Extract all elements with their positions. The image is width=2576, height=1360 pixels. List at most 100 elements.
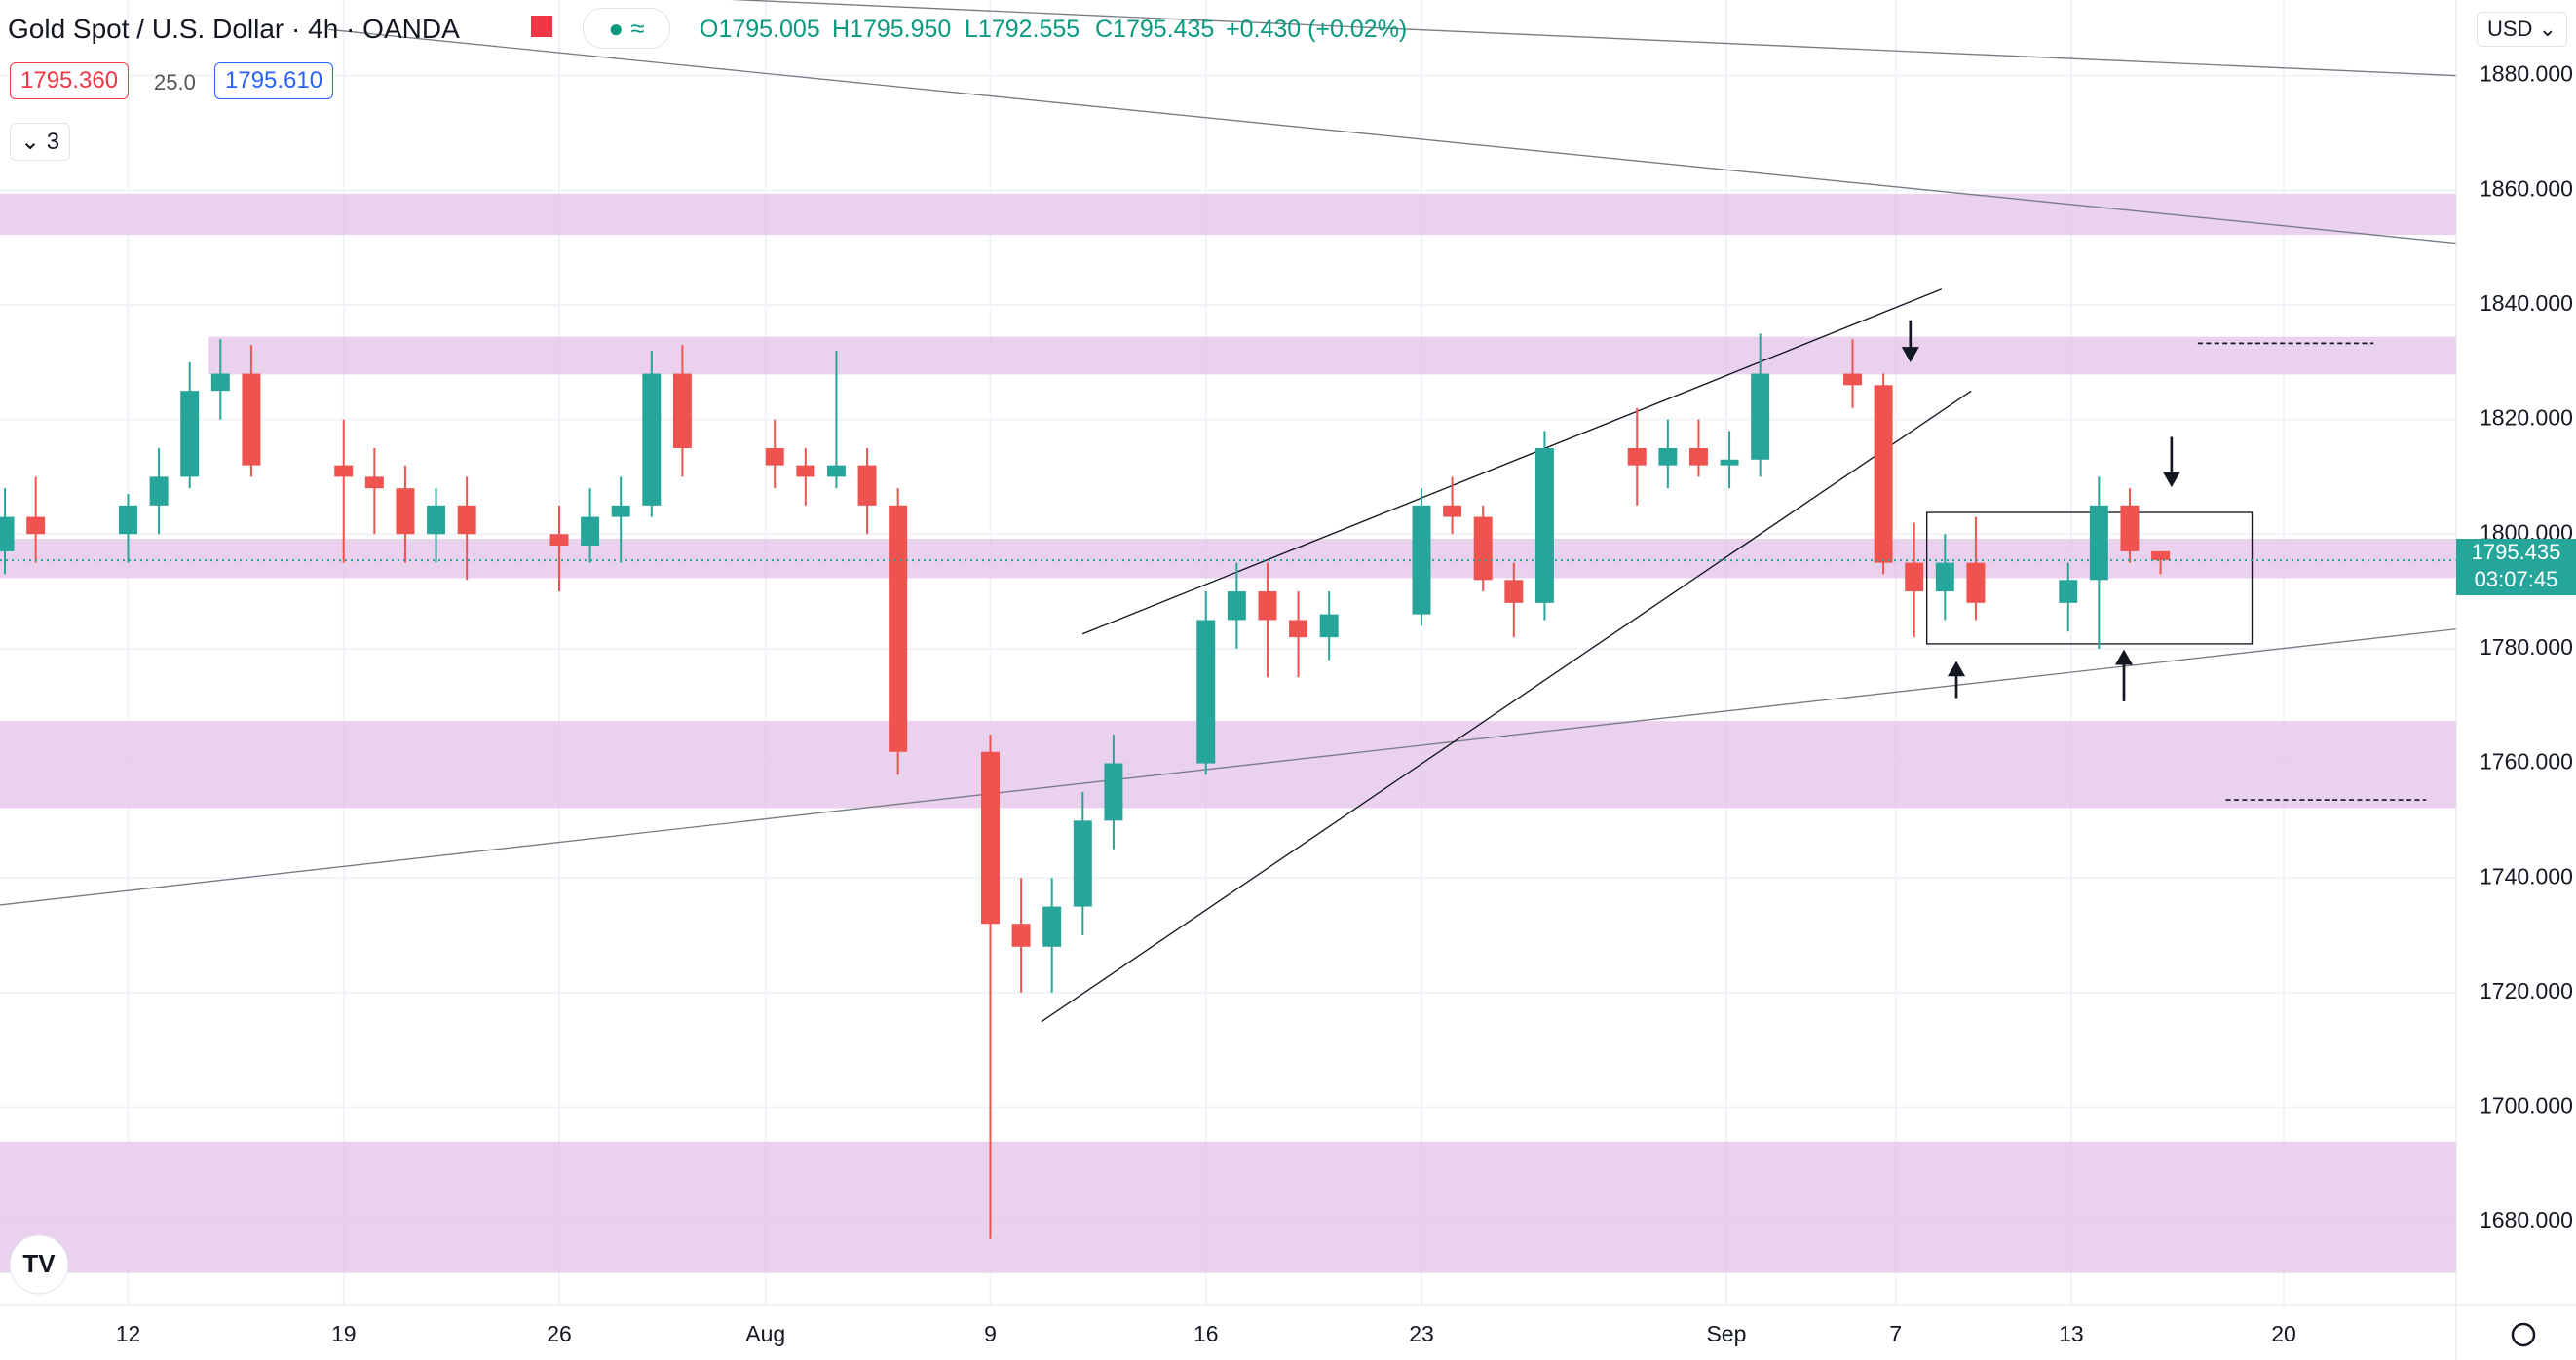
- low: L1792.555: [965, 16, 1080, 43]
- candle-body: [1627, 448, 1647, 466]
- candle-body: [765, 448, 784, 466]
- x-tick-label: Aug: [745, 1321, 785, 1346]
- candle-body: [1196, 620, 1216, 764]
- trend-line: [0, 628, 2456, 906]
- candle-body: [210, 373, 230, 392]
- candle-body: [1905, 562, 1924, 592]
- candle-body: [2059, 580, 2078, 603]
- close: C1795.435: [1095, 16, 1215, 43]
- indicator-toggle[interactable]: ⌄ 3: [10, 123, 71, 161]
- symbol-title: Gold Spot / U.S. Dollar · 4h · OANDA: [8, 14, 460, 44]
- zone: [208, 336, 2456, 375]
- interval: 4h: [308, 14, 339, 44]
- source: OANDA: [362, 14, 460, 44]
- price-axis: [2456, 0, 2576, 1360]
- candle-body: [0, 516, 15, 551]
- candle-body: [26, 516, 46, 535]
- x-tick-label: 7: [1889, 1321, 1902, 1346]
- x-tick-label: Sep: [1706, 1321, 1746, 1346]
- x-tick-label: 12: [116, 1321, 141, 1346]
- y-tick-label: 1860.000: [2480, 175, 2573, 201]
- y-tick-label: 1720.000: [2480, 978, 2573, 1003]
- candle-body: [180, 391, 200, 477]
- wedge-line: [1081, 288, 1943, 635]
- candle-body: [1843, 373, 1862, 386]
- candle-body: [796, 465, 815, 477]
- candle-body: [1104, 763, 1123, 821]
- candle-body: [1874, 385, 1893, 563]
- y-tick-label: 1880.000: [2480, 61, 2573, 87]
- candle-body: [149, 476, 169, 506]
- range-box: [1926, 511, 2254, 645]
- candles: [0, 333, 2456, 1239]
- sell-price[interactable]: 1795.360: [10, 62, 130, 99]
- axes: 1680.000 1700.000 1720.000 1740.000 1760.000…: [116, 61, 2573, 1346]
- last-price: 1795.435: [2471, 540, 2561, 565]
- x-tick-label: 9: [984, 1321, 997, 1346]
- candle-body: [1966, 562, 1986, 603]
- candle-body: [826, 465, 846, 477]
- trend-line: [729, 0, 2456, 77]
- open: O1795.005: [700, 16, 820, 43]
- candle-body: [1751, 373, 1770, 460]
- currency[interactable]: USD ⌄: [2477, 12, 2567, 47]
- y-tick-label: 1840.000: [2480, 290, 2573, 316]
- trend-line: [328, 28, 2456, 245]
- candle-body: [334, 465, 354, 477]
- flag[interactable]: [531, 16, 552, 37]
- zone: [0, 539, 2456, 579]
- indicator-count: 3: [46, 129, 60, 155]
- x-tick-label: 20: [2271, 1321, 2296, 1346]
- candle-body: [1258, 591, 1277, 621]
- currency-label: USD: [2487, 17, 2533, 41]
- zone: [0, 1141, 2456, 1273]
- candle-body: [981, 751, 1000, 925]
- settings-icon[interactable]: [2511, 1322, 2536, 1347]
- buy-price[interactable]: 1795.610: [214, 62, 334, 99]
- countdown: 03:07:45: [2474, 567, 2558, 592]
- candle-body: [427, 505, 446, 535]
- candle-body: [857, 465, 877, 506]
- candle-body: [581, 516, 600, 546]
- y-tick-label: 1680.000: [2480, 1207, 2573, 1232]
- y-tick-label: 1740.000: [2480, 863, 2573, 888]
- wedge-line: [1041, 390, 1972, 1023]
- candle-body: [364, 476, 384, 489]
- candle-body: [1227, 591, 1246, 621]
- candle-body: [611, 505, 630, 517]
- candle-body: [1658, 448, 1678, 466]
- y-tick-label: 1780.000: [2480, 634, 2573, 660]
- candle-body: [1443, 505, 1462, 517]
- y-tick-label: 1760.000: [2480, 749, 2573, 774]
- candle-body: [2151, 550, 2171, 561]
- spread: 25.0: [154, 70, 196, 94]
- candle-body: [1073, 820, 1092, 907]
- last-price-box: 1795.435 03:07:45: [2456, 539, 2576, 596]
- x-tick-label: 23: [1409, 1321, 1434, 1346]
- candle-body: [1042, 906, 1062, 947]
- candle-body: [457, 505, 476, 535]
- candle-body: [549, 534, 569, 546]
- candle-body: [1935, 562, 1954, 592]
- candle-body: [242, 373, 261, 466]
- y-tick-label: 1820.000: [2480, 405, 2573, 431]
- candle-body: [119, 505, 137, 535]
- change: +0.430 (+0.02%): [1226, 16, 1408, 43]
- candle-body: [672, 373, 692, 448]
- candle-body: [1473, 516, 1493, 581]
- x-tick-label: 13: [2059, 1321, 2084, 1346]
- arrows: [1901, 320, 2180, 701]
- x-tick-label: 19: [331, 1321, 357, 1346]
- zone: [0, 721, 2456, 809]
- x-tick-label: 26: [547, 1321, 572, 1346]
- candle-body: [1504, 580, 1524, 603]
- candle-body: [1534, 448, 1554, 603]
- candle-body: [2089, 505, 2108, 581]
- status[interactable]: ● ≈: [583, 8, 670, 49]
- candle-body: [1011, 924, 1031, 947]
- y-tick-label: 1700.000: [2480, 1093, 2573, 1118]
- candle-body: [1688, 448, 1708, 466]
- candle-body: [2120, 505, 2140, 551]
- x-tick-label: 16: [1193, 1321, 1219, 1346]
